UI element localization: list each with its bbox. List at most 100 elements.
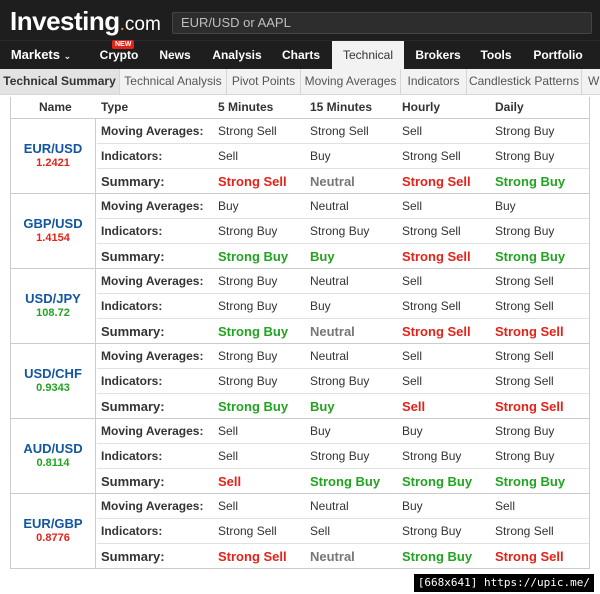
col-15-minutes: 15 Minutes: [310, 100, 373, 114]
pair-link[interactable]: USD/JPY: [25, 291, 81, 306]
nav-brokers[interactable]: Brokers: [415, 48, 461, 62]
summary-row: Summary: Strong Sell Neutral Strong Sell Str…: [97, 169, 589, 194]
tab-indicators[interactable]: Indicators: [401, 69, 467, 94]
table-row: AUD/USD 0.8114 Moving Averages: Sell Buy Buy S…: [11, 419, 589, 494]
table-row: EUR/USD 1.2421 Moving Averages: Strong Sell…: [11, 119, 589, 194]
summary-signal: Strong Sell: [402, 324, 471, 339]
summary-signal: Strong Sell: [495, 549, 564, 564]
table-header: Name Type 5 Minutes 15 Minutes Hourly Da…: [11, 97, 589, 119]
moving-averages-row: Moving Averages: Strong Sell Strong Sell Se…: [97, 119, 589, 144]
table-row: USD/CHF 0.9343 Moving Averages: Strong Buy N…: [11, 344, 589, 419]
row-label: Moving Averages:: [101, 349, 204, 363]
summary-signal: Sell: [402, 399, 426, 414]
logo-dot: .: [119, 14, 125, 35]
nav-markets-label: Markets: [10, 47, 60, 62]
row-label: Summary:: [101, 474, 165, 489]
investing-logo[interactable]: Investing.com: [10, 6, 161, 40]
pair-link[interactable]: GBP/USD: [23, 216, 83, 231]
signal-value: Buy: [310, 149, 331, 163]
tab-candlestick-patterns[interactable]: Candlestick Patterns: [467, 69, 582, 94]
row-label: Moving Averages:: [101, 274, 204, 288]
summary-signal: Strong Buy: [495, 174, 566, 189]
nav-markets[interactable]: Markets ⌄: [0, 41, 82, 69]
signal-value: Buy: [310, 424, 331, 438]
tab-technical-analysis[interactable]: Technical Analysis: [120, 69, 227, 94]
signal-value: Strong Sell: [310, 124, 369, 138]
summary-signal: Strong Sell: [495, 324, 564, 339]
indicators-row: Indicators: Strong Buy Strong Buy Sell Stron…: [97, 369, 589, 394]
signal-value: Sell: [402, 199, 423, 213]
table-row: USD/JPY 108.72 Moving Averages: Strong Buy N…: [11, 269, 589, 344]
tab-overflow[interactable]: W: [588, 74, 600, 88]
row-label: Indicators:: [101, 149, 163, 163]
summary-signal: Neutral: [310, 549, 355, 564]
nav-tools[interactable]: Tools: [480, 48, 512, 62]
signal-value: Strong Buy: [402, 449, 462, 463]
signal-value: Strong Buy: [218, 274, 278, 288]
sub-nav: Technical Summary Technical Analysis Piv…: [0, 69, 600, 95]
signal-value: Sell: [402, 124, 423, 138]
moving-averages-row: Moving Averages: Sell Buy Buy Strong Buy: [97, 419, 589, 444]
row-label: Summary:: [101, 324, 165, 339]
signal-value: Strong Buy: [402, 524, 462, 538]
signal-value: Sell: [218, 424, 239, 438]
pair-link[interactable]: AUD/USD: [23, 441, 83, 456]
summary-signal: Strong Buy: [402, 474, 473, 489]
signal-value: Strong Buy: [310, 374, 370, 388]
row-label: Moving Averages:: [101, 424, 204, 438]
summary-row: Summary: Strong Buy Buy Sell Strong Sell: [97, 394, 589, 419]
nav-crypto[interactable]: NEW Crypto: [92, 40, 146, 69]
summary-signal: Strong Buy: [218, 399, 289, 414]
search-input[interactable]: EUR/USD or AAPL: [172, 12, 592, 34]
nav-portfolio[interactable]: Portfolio: [533, 48, 583, 62]
summary-signal: Strong Sell: [218, 549, 287, 564]
signal-value: Buy: [402, 424, 423, 438]
summary-signal: Strong Buy: [495, 474, 566, 489]
pair-link[interactable]: EUR/USD: [23, 141, 83, 156]
indicators-row: Indicators: Strong Sell Sell Strong Buy Stro…: [97, 519, 589, 544]
signal-value: Strong Buy: [495, 149, 555, 163]
signal-value: Strong Buy: [218, 374, 278, 388]
tab-technical-summary[interactable]: Technical Summary: [0, 69, 120, 94]
signal-value: Strong Sell: [495, 374, 554, 388]
signal-value: Strong Buy: [218, 349, 278, 363]
signal-value: Neutral: [310, 274, 349, 288]
nav-analysis[interactable]: Analysis: [212, 48, 262, 62]
moving-averages-row: Moving Averages: Strong Buy Neutral Sell Str…: [97, 269, 589, 294]
pair-link[interactable]: EUR/GBP: [23, 516, 83, 531]
signal-value: Strong Buy: [310, 224, 370, 238]
signal-value: Strong Buy: [218, 224, 278, 238]
signal-value: Buy: [402, 499, 423, 513]
main-nav: Markets ⌄ NEW Crypto News Analysis Charts…: [0, 40, 600, 69]
pair-price: 0.8114: [36, 457, 70, 469]
pair-cell: AUD/USD 0.8114: [11, 419, 96, 494]
signal-value: Strong Sell: [495, 299, 554, 313]
signal-value: Strong Sell: [402, 224, 461, 238]
summary-signal: Strong Sell: [402, 249, 471, 264]
signal-value: Sell: [495, 499, 516, 513]
pair-link[interactable]: USD/CHF: [24, 366, 82, 381]
summary-signal: Sell: [218, 474, 242, 489]
row-label: Indicators:: [101, 524, 163, 538]
nav-news[interactable]: News: [159, 48, 191, 62]
moving-averages-row: Moving Averages: Sell Neutral Buy Sell: [97, 494, 589, 519]
row-label: Indicators:: [101, 374, 163, 388]
tab-pivot-points[interactable]: Pivot Points: [227, 69, 301, 94]
summary-signal: Strong Buy: [310, 474, 381, 489]
row-label: Indicators:: [101, 299, 163, 313]
nav-technical[interactable]: Technical: [332, 41, 404, 69]
signal-value: Buy: [310, 299, 331, 313]
tab-moving-averages[interactable]: Moving Averages: [301, 69, 401, 94]
signal-value: Strong Buy: [310, 449, 370, 463]
signal-value: Neutral: [310, 199, 349, 213]
summary-signal: Buy: [310, 399, 335, 414]
indicators-row: Indicators: Strong Buy Strong Buy Strong Se…: [97, 219, 589, 244]
nav-charts[interactable]: Charts: [281, 48, 320, 62]
summary-signal: Strong Buy: [495, 249, 566, 264]
pair-price: 1.4154: [36, 232, 70, 244]
table-row: GBP/USD 1.4154 Moving Averages: Buy Neutral S…: [11, 194, 589, 269]
nav-crypto-label: Crypto: [99, 48, 139, 62]
signal-value: Sell: [218, 449, 239, 463]
chevron-down-icon: ⌄: [63, 51, 72, 61]
signal-value: Strong Sell: [402, 149, 461, 163]
